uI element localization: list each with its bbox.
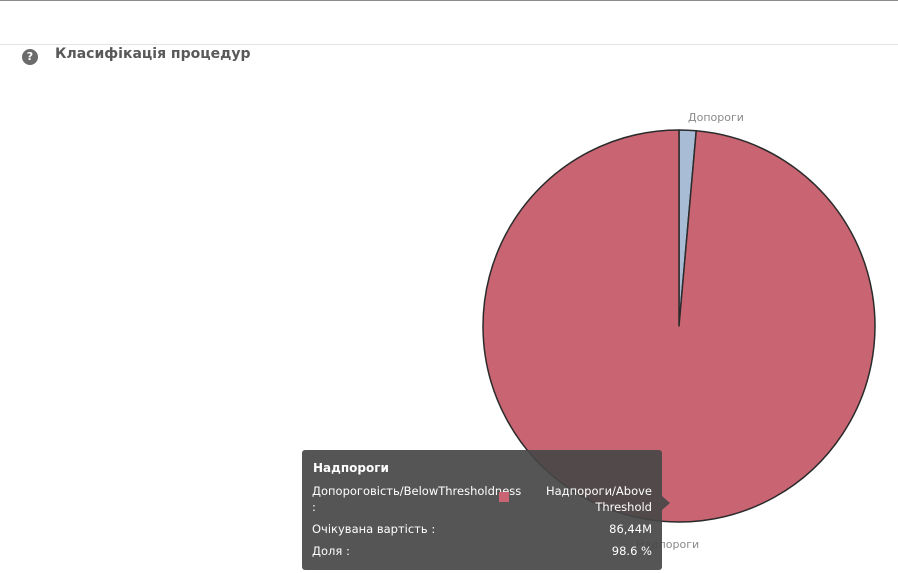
pie-slice-1[interactable] [482,129,876,523]
slice-label-below-threshold: Допороги [688,111,744,124]
tooltip-row-expected-value: Очікувана вартість : 86,44M [312,521,652,539]
tooltip-row-share: Доля : 98.6 % [312,543,652,561]
tooltip-key: Доля : [312,544,350,558]
tooltip-row-category: Допороговість/BelowThresholdness : Надпо… [312,483,652,517]
tooltip-key: Допороговість/BelowThresholdness : [312,484,522,514]
chart-tooltip: Надпороги Допороговість/BelowThresholdne… [302,450,670,570]
tooltip-key: Очікувана вартість : [312,522,436,536]
tooltip-value: Надпороги/Above Threshold [545,484,652,514]
header-divider [0,44,898,45]
tooltip-arrow [662,496,670,510]
tooltip-value: 98.6 % [611,544,652,558]
top-border [0,0,898,1]
tooltip-value: 86,44M [609,522,652,536]
tooltip-title: Надпороги [313,461,389,475]
chart-title: Класифікація процедур [55,46,251,62]
help-icon[interactable]: ? [22,49,38,65]
tooltip-color-swatch [499,492,509,502]
